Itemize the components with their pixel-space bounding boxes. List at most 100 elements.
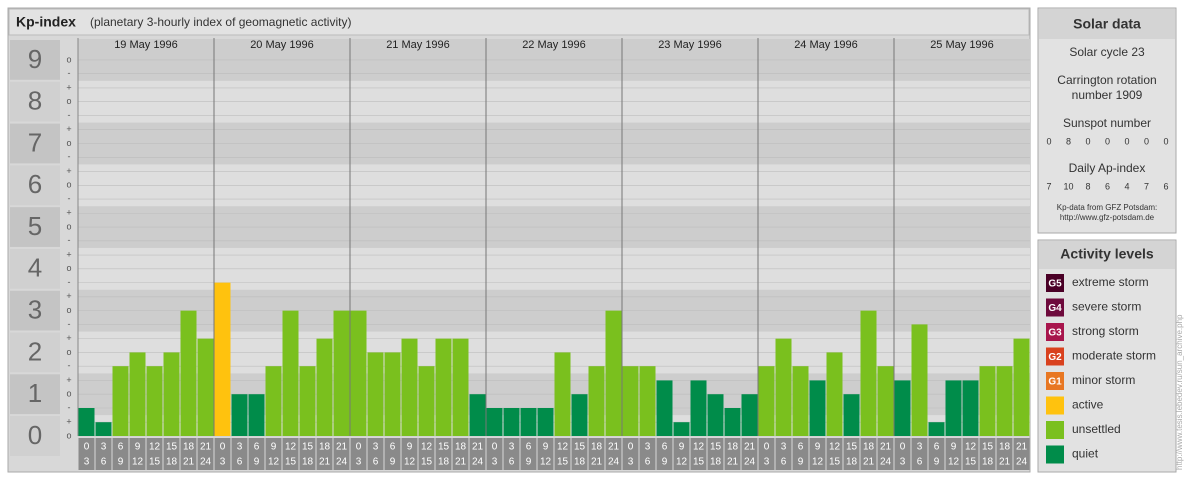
bar [452, 338, 469, 436]
hour-box [316, 438, 333, 470]
hour-start: 15 [710, 442, 722, 453]
hour-start: 9 [815, 442, 821, 453]
legend-label: quiet [1072, 447, 1099, 461]
hour-box [911, 438, 928, 470]
y-tick-label: 0 [28, 420, 42, 450]
hour-start: 12 [965, 442, 977, 453]
hour-end: 21 [319, 457, 331, 468]
hour-start: 15 [574, 442, 586, 453]
hour-end: 12 [676, 457, 688, 468]
bar [775, 338, 792, 436]
bar [265, 366, 282, 436]
bar [350, 310, 367, 436]
hour-start: 9 [951, 442, 957, 453]
hour-start: 9 [135, 442, 141, 453]
hour-end: 6 [781, 457, 787, 468]
y-minor-label: + [66, 124, 71, 134]
legend-label: strong storm [1072, 324, 1139, 338]
hour-box [520, 438, 537, 470]
y-label-box [10, 290, 60, 331]
hour-start: 21 [1016, 442, 1028, 453]
y-minor-label: o [66, 389, 71, 399]
hour-end: 24 [336, 457, 348, 468]
hour-end: 3 [900, 457, 906, 468]
solar-cycle: Solar cycle 23 [1069, 45, 1145, 59]
hour-box [826, 438, 843, 470]
hour-start: 21 [880, 442, 892, 453]
hour-box [741, 438, 758, 470]
hour-start: 0 [900, 442, 906, 453]
hour-start: 12 [693, 442, 705, 453]
hour-box [418, 438, 435, 470]
hour-box [792, 438, 809, 470]
hour-end: 15 [693, 457, 705, 468]
bar [78, 408, 95, 436]
y-label-box [10, 207, 60, 247]
source: http://www.gfz-potsdam.de [1060, 213, 1155, 222]
hour-start: 3 [237, 442, 243, 453]
legend-swatch [1046, 298, 1064, 317]
ap-value: 8 [1085, 181, 1090, 191]
hour-box [435, 438, 452, 470]
hour-box [928, 438, 945, 470]
hour-start: 12 [557, 442, 569, 453]
day-label: 21 May 1996 [386, 39, 450, 51]
hour-end: 24 [200, 457, 212, 468]
legend-code: G1 [1048, 377, 1062, 388]
hour-box [979, 438, 996, 470]
hour-start: 9 [271, 442, 277, 453]
hour-end: 21 [863, 457, 875, 468]
day-label: 23 May 1996 [658, 39, 722, 51]
sunspot-value: 0 [1085, 136, 1090, 146]
legend-code: G3 [1048, 328, 1062, 339]
hour-box [537, 438, 554, 470]
y-tick-label: 1 [28, 378, 42, 408]
hour-start: 21 [744, 442, 756, 453]
hour-start: 3 [101, 442, 107, 453]
y-minor-label: o [66, 347, 71, 357]
hour-box [384, 438, 401, 470]
day-label: 25 May 1996 [930, 39, 994, 51]
y-label-box [10, 165, 60, 206]
y-minor-label: - [68, 277, 71, 287]
bar [707, 394, 724, 436]
hour-box [486, 438, 503, 470]
bar [537, 408, 554, 436]
bar [877, 366, 894, 436]
hour-end: 12 [812, 457, 824, 468]
hour-end: 15 [421, 457, 433, 468]
hour-start: 3 [509, 442, 515, 453]
legend-code: G2 [1048, 352, 1062, 363]
bar [299, 366, 316, 436]
carrington: Carrington rotation [1057, 73, 1156, 87]
hour-start: 18 [455, 442, 467, 453]
hour-end: 6 [237, 457, 243, 468]
legend-swatch [1046, 372, 1064, 390]
y-label-box [10, 416, 60, 456]
hour-box [962, 438, 979, 470]
bar [112, 366, 129, 436]
hour-box [333, 438, 350, 470]
y-minor-label: - [68, 68, 71, 78]
hour-start: 6 [526, 442, 532, 453]
hour-box [724, 438, 741, 470]
hour-end: 12 [404, 457, 416, 468]
hour-start: 9 [679, 442, 685, 453]
hour-start: 21 [608, 442, 620, 453]
y-minor-label: o [66, 263, 71, 273]
hour-end: 3 [84, 457, 90, 468]
hour-end: 6 [373, 457, 379, 468]
bar [282, 310, 299, 436]
hour-end: 9 [254, 457, 260, 468]
hour-end: 18 [166, 457, 178, 468]
bar [146, 366, 163, 436]
hour-box [996, 438, 1013, 470]
hour-box [622, 438, 639, 470]
hour-box [180, 438, 197, 470]
bar [333, 310, 350, 436]
y-tick-label: 9 [28, 44, 42, 74]
hour-box [112, 438, 129, 470]
y-minor-label: + [66, 375, 71, 385]
bar [418, 366, 435, 436]
ap-label: Daily Ap-index [1069, 161, 1146, 175]
